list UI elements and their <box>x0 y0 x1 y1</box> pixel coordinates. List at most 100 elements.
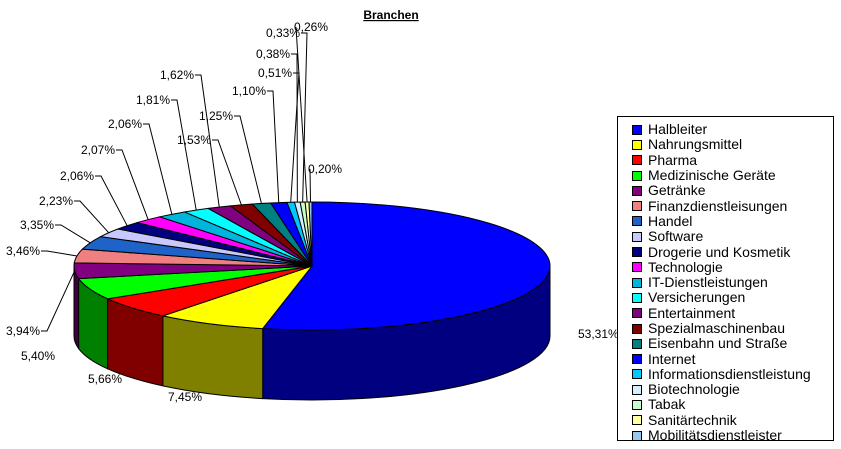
leader-line-technologie <box>116 149 149 220</box>
legend-swatch <box>632 323 642 334</box>
legend-swatch <box>632 277 642 288</box>
data-label-software: 2,23% <box>39 194 73 208</box>
leader-line-getr-nke <box>41 270 76 332</box>
data-label-nahrungsmittel: 7,45% <box>168 390 202 404</box>
legend-item-tabak: Tabak <box>632 397 833 412</box>
legend-label: Software <box>648 228 704 245</box>
legend-item-handel: Handel <box>632 212 833 229</box>
data-label-halbleiter: 53,31% <box>578 327 619 341</box>
legend-item-spezialmaschinenbau: Spezialmaschinenbau <box>632 321 833 336</box>
data-label-medizinische-ger-te: 5,40% <box>21 349 55 363</box>
legend-item-halbleiter: Halbleiter <box>632 122 833 137</box>
leader-line-sanit-rtechnik <box>295 26 308 203</box>
legend-item-technologie: Technologie <box>632 258 833 275</box>
data-label-internet: 1,10% <box>232 84 266 98</box>
legend-swatch <box>632 216 642 227</box>
data-label-entertainment: 1,62% <box>160 68 194 82</box>
data-label-handel: 3,35% <box>20 218 54 232</box>
legend-label: Drogerie und Kosmetik <box>648 243 791 260</box>
data-label-mobilit-tsdienstleister: 0,20% <box>308 162 342 176</box>
data-label-versicherungen: 1,81% <box>136 93 170 107</box>
legend-swatch <box>632 415 642 426</box>
legend-label: Medizinische Geräte <box>648 167 776 184</box>
leader-line-eisenbahn-und-stra-e <box>234 115 262 204</box>
legend-label: Eisenbahn und Straße <box>648 335 788 352</box>
leader-line-internet <box>267 90 280 203</box>
data-label-it-dienstleistungen: 2,06% <box>108 117 142 131</box>
data-label-pharma: 5,66% <box>88 372 122 386</box>
data-label-finanzdienstleisungen: 3,46% <box>6 244 40 258</box>
leader-line-drogerie-und-kosmetik <box>95 175 128 226</box>
legend-label: Pharma <box>648 151 698 168</box>
legend-swatch <box>632 369 642 380</box>
legend-item-biotechnologie: Biotechnologie <box>632 382 833 397</box>
data-label-technologie: 2,07% <box>81 143 115 157</box>
legend-label: Handel <box>648 212 693 229</box>
legend-item-internet: Internet <box>632 351 833 366</box>
pie-slices <box>73 201 551 331</box>
legend-label: Technologie <box>648 258 723 275</box>
leader-line-software <box>74 200 110 234</box>
legend-item-nahrungsmittel: Nahrungsmittel <box>632 137 833 152</box>
legend-label: Halbleiter <box>648 121 708 138</box>
legend-label: Mobilitätsdienstleister <box>648 427 782 444</box>
legend-swatch <box>632 384 642 395</box>
data-label-spezialmaschinenbau: 1,53% <box>177 133 211 147</box>
leader-line-mobilit-tsdienstleister <box>309 168 312 203</box>
legend-swatch <box>632 231 642 242</box>
pie-slice-nahrungsmittel <box>161 264 314 330</box>
legend-label: Getränke <box>648 182 706 199</box>
legend-swatch <box>632 185 642 196</box>
legend-swatch <box>632 292 642 303</box>
leader-line-spezialmaschinenbau <box>212 139 242 206</box>
legend-label: Internet <box>648 350 696 367</box>
legend-label: Tabak <box>648 396 686 413</box>
legend-label: IT-Dienstleistungen <box>648 274 768 291</box>
legend: Halbleiter Nahrungsmittel Pharma Medizinisc… <box>617 116 834 443</box>
leader-line-biotechnologie <box>291 53 298 203</box>
legend-swatch <box>632 139 642 150</box>
legend-swatch <box>632 399 642 410</box>
legend-item-drogerie-und-kosmetik: Drogerie und Kosmetik <box>632 244 833 259</box>
data-label-eisenbahn-und-stra-e: 1,25% <box>199 109 233 123</box>
legend-swatch <box>632 354 642 365</box>
legend-item-getr-nke: Getränke <box>632 183 833 198</box>
legend-swatch <box>632 170 642 181</box>
legend-label: Nahrungsmittel <box>648 136 743 153</box>
data-label-tabak: 0,33% <box>266 26 300 40</box>
legend-label: Sanitärtechnik <box>648 411 737 428</box>
legend-item-pharma: Pharma <box>632 151 833 168</box>
data-label-drogerie-und-kosmetik: 2,06% <box>60 169 94 183</box>
chart-title: Branchen <box>363 8 418 22</box>
leader-line-entertainment <box>195 74 220 208</box>
leader-line-versicherungen <box>171 99 197 211</box>
data-label-getr-nke: 3,94% <box>6 324 40 338</box>
legend-label: Versicherungen <box>648 289 746 306</box>
legend-item-informationsdienstleistung: Informationsdienstleistung <box>632 365 833 382</box>
legend-item-sanit-rtechnik: Sanitärtechnik <box>632 411 833 428</box>
legend-label: Spezialmaschinenbau <box>648 320 785 336</box>
legend-swatch <box>632 155 642 166</box>
legend-swatch <box>632 430 642 441</box>
legend-item-entertainment: Entertainment <box>632 304 833 321</box>
legend-swatch <box>632 247 642 258</box>
leader-line-it-dienstleistungen <box>143 123 173 215</box>
legend-item-versicherungen: Versicherungen <box>632 290 833 305</box>
pie-side-nahrungsmittel <box>162 315 264 400</box>
data-label-informationsdienstleistung: 0,51% <box>258 66 292 80</box>
leader-line-handel <box>55 224 91 244</box>
legend-item-software: Software <box>632 229 833 244</box>
legend-swatch <box>632 124 642 135</box>
leader-line-finanzdienstleisungen <box>41 250 78 257</box>
leader-line-tabak <box>301 32 308 203</box>
legend-item-medizinische-ger-te: Medizinische Geräte <box>632 168 833 183</box>
legend-label: Informationsdienstleistung <box>648 365 811 382</box>
pie-sides <box>73 265 551 401</box>
pie-leader-lines <box>41 26 312 332</box>
legend-item-finanzdienstleisungen: Finanzdienstleisungen <box>632 198 833 213</box>
legend-item-eisenbahn-und-stra-e: Eisenbahn und Straße <box>632 336 833 351</box>
legend-item-mobilit-tsdienstleister: Mobilitätsdienstleister <box>632 428 833 443</box>
legend-label: Biotechnologie <box>648 381 740 398</box>
legend-label: Entertainment <box>648 304 736 321</box>
